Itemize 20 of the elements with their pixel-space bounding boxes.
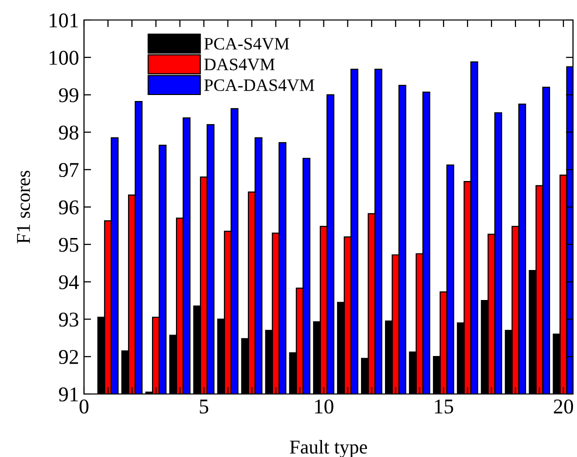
x-tick-label: 5 — [200, 400, 208, 414]
y-tick-label: 96 — [58, 200, 79, 214]
y-tick-label: 95 — [58, 238, 78, 252]
y-tick-label: 100 — [50, 50, 78, 65]
y-axis-title: F1 scores — [17, 170, 30, 244]
y-tick-label: 91 — [58, 387, 78, 402]
x-tick-label: 20 — [554, 399, 574, 414]
y-tick-label: 92 — [58, 350, 78, 364]
x-tick-label: 10 — [315, 399, 334, 414]
y-tick-label: 93 — [58, 312, 78, 327]
y-tick-label: 98 — [58, 126, 78, 140]
x-tick-label: 0 — [80, 399, 88, 414]
y-tick-label: 94 — [58, 275, 79, 290]
y-tick-label: 97 — [58, 163, 79, 178]
y-tick-label: 99 — [58, 88, 78, 102]
y-tick-label: 101 — [50, 13, 78, 28]
legend-label: PCA-S4VM — [204, 38, 290, 50]
x-tick-label: 15 — [434, 400, 454, 414]
legend-label: DAS4VM — [204, 58, 275, 70]
legend-label: PCA-DAS4VM — [204, 79, 314, 92]
